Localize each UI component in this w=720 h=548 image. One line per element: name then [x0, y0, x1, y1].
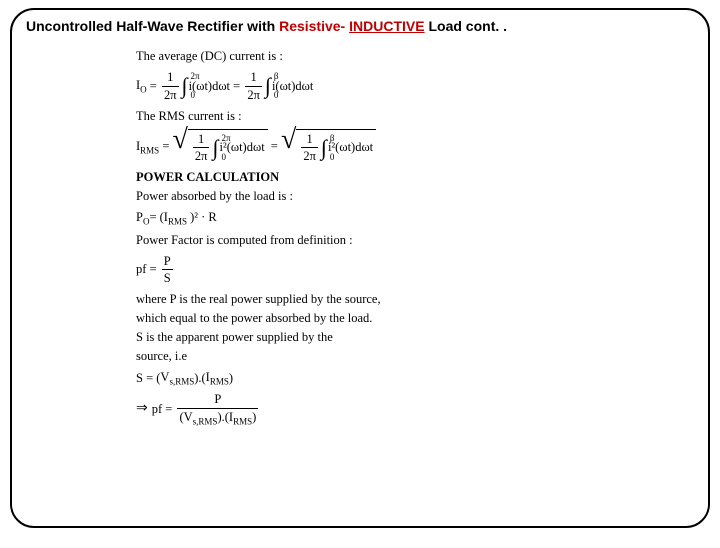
- pf-symbol: pf: [152, 401, 162, 418]
- where-line4: source, i.e: [136, 348, 694, 365]
- pf-symbol: pf: [136, 261, 146, 278]
- pf-label: Power Factor is computed from definition…: [136, 232, 694, 249]
- sqrt-icon: √ 1 2π ∫2π0 i²(ωt)dωt: [173, 129, 268, 166]
- equals: =: [162, 401, 175, 418]
- integral-icon: ∫2π0: [212, 137, 218, 159]
- where-line3: S is the apparent power supplied by the: [136, 329, 694, 346]
- where-line2: which equal to the power absorbed by the…: [136, 310, 694, 327]
- fraction: P S: [162, 253, 173, 288]
- equals: =: [268, 138, 281, 155]
- fraction: 1 2π: [245, 69, 262, 104]
- slide-title: Uncontrolled Half-Wave Rectifier with Re…: [26, 18, 694, 34]
- equals: =: [159, 138, 172, 155]
- title-part2: Load cont. .: [425, 18, 507, 34]
- fraction: 1 2π: [301, 131, 318, 166]
- pf-final-equation: ⇒ pf = P (Vs,RMS).(IRMS): [136, 391, 694, 428]
- power-calc-heading: POWER CALCULATION: [136, 169, 694, 186]
- slide-frame: Uncontrolled Half-Wave Rectifier with Re…: [10, 8, 710, 528]
- pf-equation: pf = P S: [136, 253, 694, 288]
- integral-icon: ∫β0: [265, 75, 271, 97]
- title-red-underline: INDUCTIVE: [349, 18, 424, 34]
- fraction: P (Vs,RMS).(IRMS): [177, 391, 258, 428]
- irms: IRMS: [206, 369, 229, 388]
- integral-icon: ∫β0: [321, 137, 327, 159]
- integral-icon: ∫2π0: [182, 75, 188, 97]
- irms-equation: IRMS = √ 1 2π ∫2π0 i²(ωt)dωt = √: [136, 129, 694, 166]
- fraction: 1 2π: [162, 69, 179, 104]
- equals: =: [147, 78, 160, 95]
- s-symbol: S: [136, 370, 143, 387]
- sqrt-icon: √ 1 2π ∫β0 i²(ωt)dωt: [281, 129, 376, 166]
- equals: =: [146, 261, 159, 278]
- title-part1: Uncontrolled Half-Wave Rectifier with: [26, 18, 279, 34]
- po-symbol: PO: [136, 209, 149, 228]
- equals: = (: [143, 370, 160, 387]
- po-equation: PO = (IRMS )² · R: [136, 209, 694, 228]
- implies-icon: ⇒: [136, 400, 148, 419]
- io-symbol: IO: [136, 77, 147, 96]
- irms-symbol: IRMS: [136, 138, 159, 157]
- where-line1: where P is the real power supplied by th…: [136, 291, 694, 308]
- s-equation: S = ( Vs,RMS ).( IRMS ): [136, 369, 694, 388]
- slide-content: The average (DC) current is : IO = 1 2π …: [136, 48, 694, 428]
- io-equation: IO = 1 2π ∫2π0 i(ωt)dωt = 1 2π ∫β0 i(ωt)…: [136, 69, 694, 104]
- equals: =: [230, 78, 243, 95]
- fraction: 1 2π: [193, 131, 210, 166]
- avg-current-label: The average (DC) current is :: [136, 48, 694, 65]
- title-red1: Resistive-: [279, 18, 349, 34]
- power-absorbed-label: Power absorbed by the load is :: [136, 188, 694, 205]
- po-expr: = (IRMS )² · R: [149, 209, 216, 228]
- rms-label: The RMS current is :: [136, 108, 694, 125]
- vsrms: Vs,RMS: [160, 369, 194, 388]
